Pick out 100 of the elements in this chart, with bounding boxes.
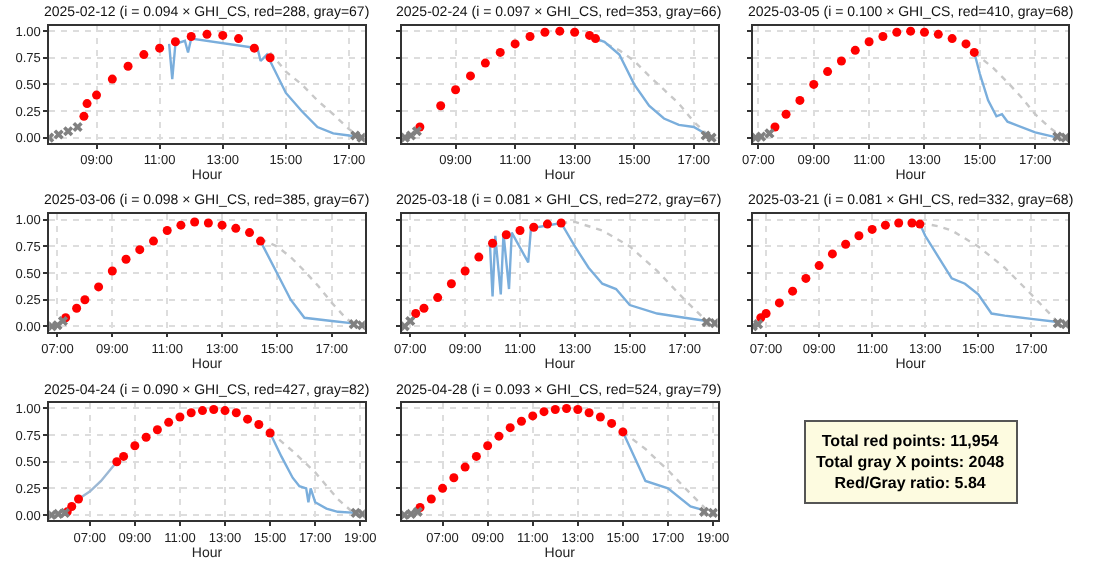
point [465,71,475,81]
point [495,47,505,57]
point [107,266,117,276]
point [539,407,549,417]
point [254,419,264,429]
point [562,403,572,413]
point [850,45,860,55]
text: Red/Gray ratio: 5.84 [834,473,987,492]
point [53,129,64,140]
point [756,131,767,142]
point [907,218,917,228]
point [79,111,89,121]
point [175,412,185,422]
point [72,121,83,133]
point [494,431,504,441]
point [356,132,365,143]
point [795,95,805,105]
point [878,31,888,41]
point [540,27,550,37]
point [707,507,718,518]
point [139,50,149,60]
point [451,85,461,95]
point [63,126,74,137]
point [419,303,429,313]
point [245,228,255,238]
point [164,417,174,427]
point [119,451,129,461]
point [234,34,244,44]
point [449,473,459,483]
point [112,457,122,467]
point [243,414,253,424]
point [197,406,207,416]
point [426,494,436,504]
point [460,462,470,472]
point [356,320,365,331]
point [186,408,196,418]
point [82,99,92,109]
point [121,254,131,264]
point [701,316,712,328]
point [107,74,117,84]
point [761,309,771,319]
point [801,273,811,283]
point [135,245,145,255]
point [515,225,525,235]
point [854,231,864,241]
point [218,30,228,40]
point [753,319,764,330]
point [550,405,560,415]
text: Total red points: 11,954 [821,432,1000,450]
point [231,223,241,233]
point [162,225,172,235]
point [471,451,481,461]
point [501,230,511,240]
point [483,441,493,451]
point [176,220,186,230]
point [488,238,498,248]
point [836,56,846,66]
point [823,67,833,77]
point [525,31,535,41]
text: Total gray X points: 2048 [816,452,1006,471]
point [123,61,133,71]
point [209,405,219,415]
line-series [77,460,119,501]
point [411,309,421,319]
point [446,279,456,289]
point [584,408,594,418]
point [618,427,628,437]
point [220,406,230,416]
point [72,303,82,313]
point [67,501,77,511]
point [595,412,605,422]
point [764,128,775,139]
point [203,218,213,228]
point [1052,318,1063,329]
point [1060,319,1069,330]
point [947,34,957,44]
point [573,405,583,415]
point [841,239,851,249]
point [906,26,916,36]
point [607,418,617,428]
point [186,31,196,41]
point [405,315,416,327]
point [529,222,539,232]
point [249,43,259,53]
point [880,220,890,230]
point [202,29,212,39]
point [231,408,241,418]
point [80,295,90,305]
point [864,37,874,47]
point [92,90,102,100]
point [570,27,580,37]
point [170,37,180,47]
point [505,423,515,433]
point [190,217,200,227]
point [774,298,784,308]
point [555,26,565,36]
point [141,432,151,442]
point [217,220,227,230]
point [814,261,824,271]
point [155,43,165,53]
